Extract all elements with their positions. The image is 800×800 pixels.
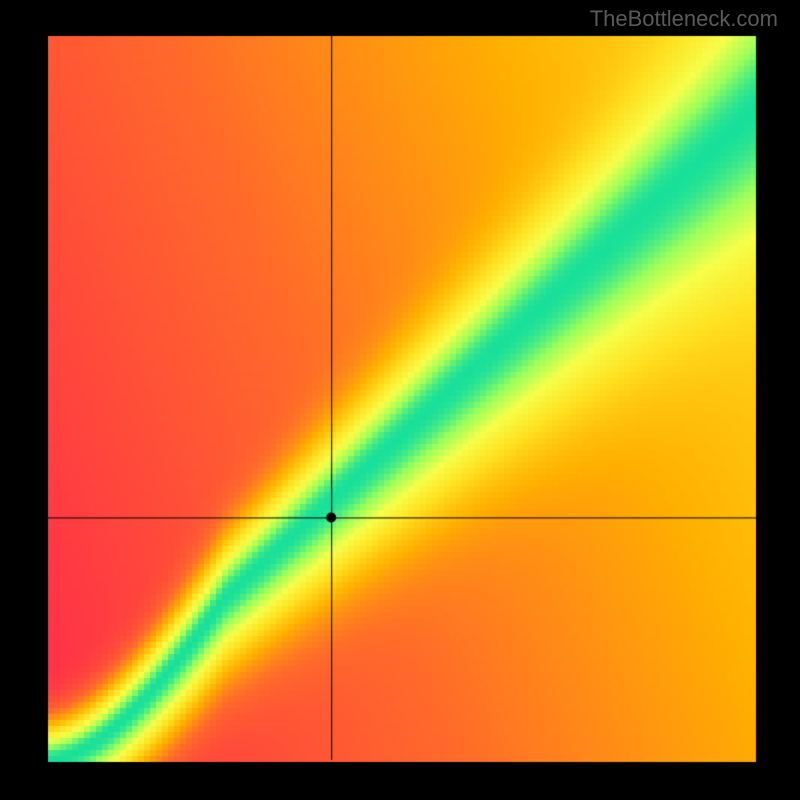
- bottleneck-heatmap-canvas: [0, 0, 800, 800]
- chart-container: TheBottleneck.com: [0, 0, 800, 800]
- watermark-text: TheBottleneck.com: [590, 6, 778, 32]
